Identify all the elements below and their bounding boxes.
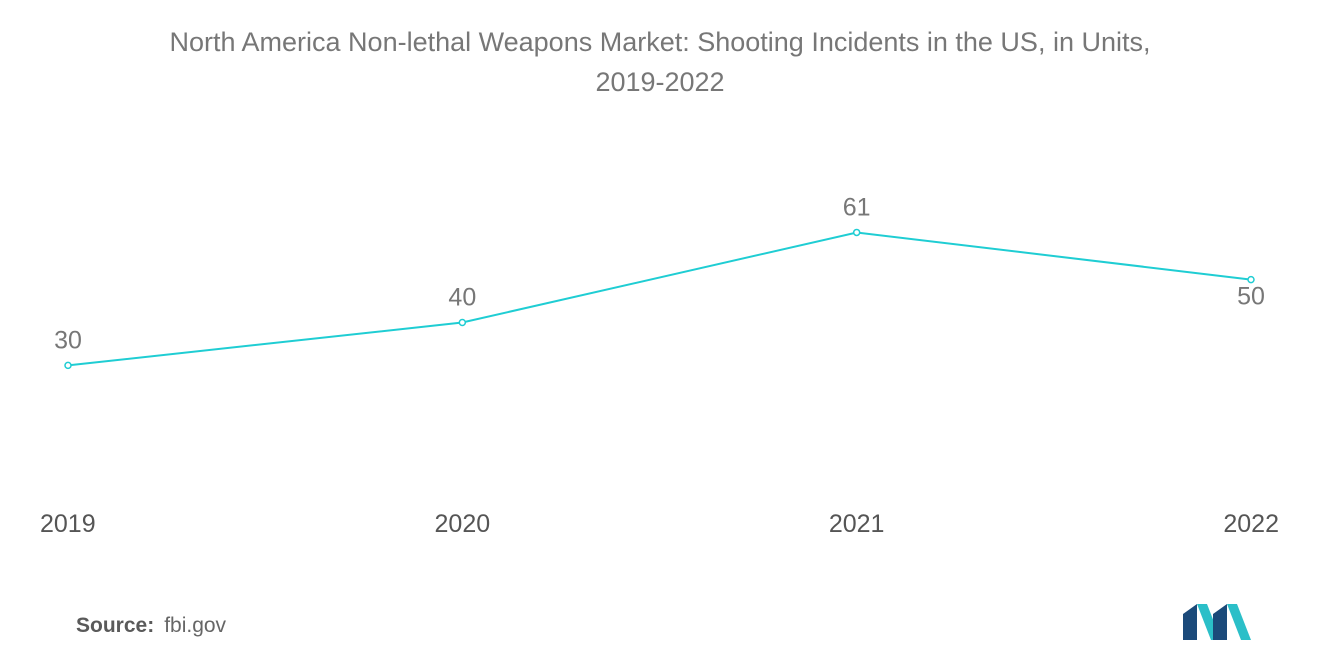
x-tick-label-2020: 2020 (435, 510, 491, 538)
x-tick-label-2019: 2019 (40, 510, 96, 538)
data-label-2021: 61 (843, 193, 871, 221)
source-label: Source: (76, 614, 155, 637)
data-point-2021 (852, 228, 861, 237)
series-line (67, 231, 1252, 367)
x-tick-label-2021: 2021 (829, 510, 885, 538)
data-point-2022 (1247, 275, 1255, 284)
source-note: Source: fbi.gov (76, 614, 226, 638)
chart-title: North America Non-lethal Weapons Market:… (60, 22, 1260, 102)
series-layer (64, 228, 1255, 370)
line-chart: 30 40 61 50 2019 2020 2021 2022 (40, 193, 1279, 538)
data-point-2019 (64, 361, 72, 370)
chart-title-line-2: 2019-2022 (595, 67, 725, 97)
mordor-logo-icon (1183, 604, 1251, 640)
source-value: fbi.gov (164, 614, 227, 637)
data-label-2020: 40 (448, 284, 476, 312)
chart-title-line-1: North America Non-lethal Weapons Market:… (169, 27, 1151, 57)
data-point-2020 (458, 318, 467, 327)
x-tick-label-2022: 2022 (1223, 510, 1279, 538)
data-label-layer: 30 40 61 50 (54, 193, 1265, 354)
x-axis: 2019 2020 2021 2022 (40, 510, 1279, 538)
data-label-2022: 50 (1237, 283, 1265, 311)
data-label-2019: 30 (54, 326, 82, 354)
